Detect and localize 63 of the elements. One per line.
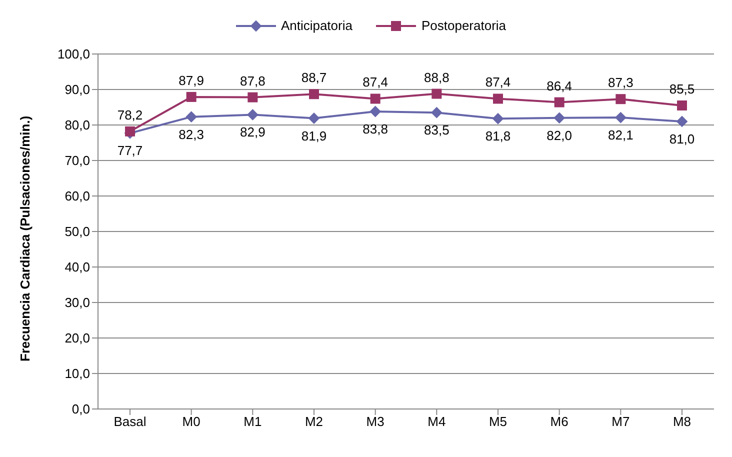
data-label: 81,8 [485,128,511,144]
point [248,92,258,102]
point [370,94,380,104]
data-label: 83,5 [424,122,450,138]
legend-label: Postoperatoria [420,18,506,33]
data-label: 82,3 [178,126,204,142]
point [186,92,196,102]
data-label: 81,9 [301,128,327,144]
data-label: 87,3 [608,75,634,90]
x-tick-label: M0 [182,414,200,430]
data-label: 85,5 [669,81,695,96]
x-tick-label: M2 [304,414,324,430]
y-tick-label: 50,0 [64,224,90,240]
x-tick-label: M4 [428,414,446,430]
data-label: 83,8 [362,122,388,137]
data-label: 78,2 [117,107,143,122]
data-label: 86,4 [546,78,572,94]
y-tick-label: 70,0 [64,153,90,168]
data-label: 82,0 [546,128,572,143]
y-tick-label: 60,0 [64,188,90,204]
x-tick-label: M8 [672,414,692,430]
y-tick-label: 100,0 [57,46,90,62]
point [616,94,626,104]
point [125,126,135,136]
data-label: 77,7 [117,143,143,158]
point [615,112,626,124]
point [431,107,442,118]
point [309,89,319,100]
y-tick-label: 40,0 [64,260,90,275]
data-label: 81,0 [669,131,695,146]
point [554,97,564,108]
point [554,112,565,124]
data-label: 87,8 [240,73,266,88]
point [677,100,687,110]
point [308,112,320,124]
x-tick-label: M5 [488,414,508,430]
point [186,111,197,122]
data-label: 88,7 [301,70,327,86]
y-tick-label: 80,0 [64,118,90,133]
x-tick-label: M7 [612,414,630,430]
y-tick-label: 20,0 [64,330,90,346]
data-label: 82,1 [608,128,634,143]
x-tick-label: Basal [114,414,146,430]
point [492,113,504,124]
point [493,94,503,104]
x-tick-label: M1 [244,414,262,430]
y-axis-title: Frecuencia Cardiaca (Pulsaciones/min.) [18,116,33,362]
y-tick-label: 10,0 [64,366,90,382]
point [370,106,381,118]
y-tick-label: 30,0 [64,295,90,310]
point [432,88,442,99]
data-label: 87,4 [362,74,388,90]
point [676,116,688,127]
y-tick-label: 90,0 [64,82,90,98]
y-tick-label: 0,0 [72,402,90,417]
data-label: 87,9 [178,72,204,88]
data-label: 87,4 [485,74,511,90]
point [247,109,258,120]
x-tick-label: M3 [366,414,384,430]
data-label: 82,9 [240,124,266,140]
data-label: 88,8 [424,70,450,85]
legend-label: Anticipatoria [280,18,352,33]
x-tick-label: M6 [550,414,568,430]
